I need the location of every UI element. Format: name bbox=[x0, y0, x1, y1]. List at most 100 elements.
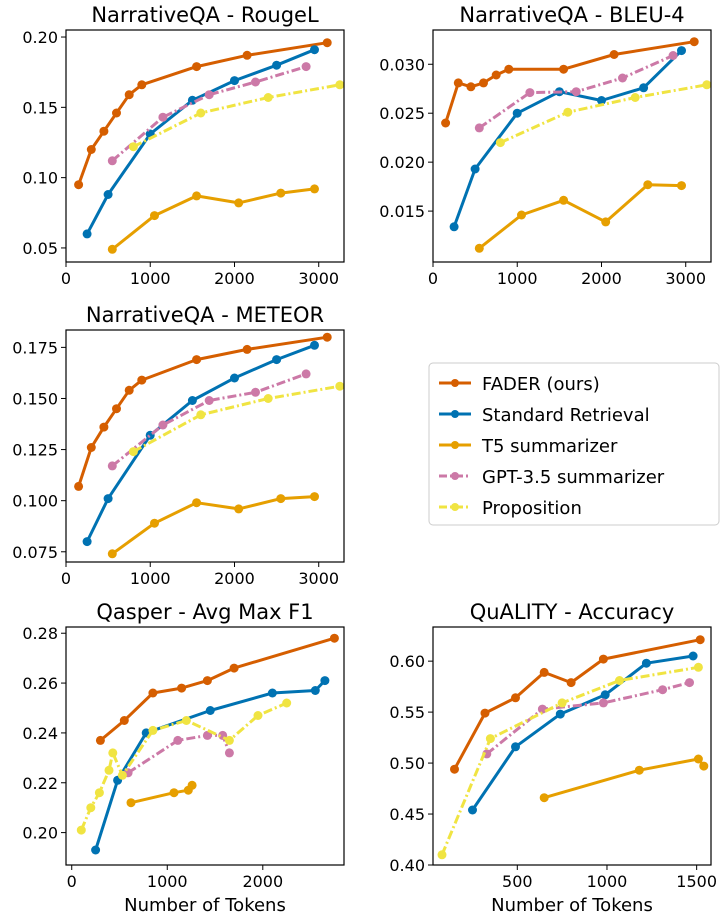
data-point-standard-retrieval bbox=[468, 805, 477, 815]
data-point-proposition bbox=[128, 142, 138, 152]
series-line-t5-summarizer bbox=[111, 495, 315, 556]
data-point-proposition bbox=[253, 711, 263, 720]
data-point-t5-summarizer bbox=[559, 195, 569, 205]
data-point-standard-retrieval bbox=[449, 222, 459, 232]
legend: FADER (ours) Standard Retrieval T5 summa… bbox=[428, 362, 720, 526]
data-point-gpt-3-5-summarizer bbox=[301, 62, 311, 72]
series-t5-summarizer bbox=[107, 184, 319, 254]
axes-frame bbox=[65, 626, 345, 866]
data-point-standard-retrieval bbox=[677, 46, 686, 56]
y-tick-label: 0.075 bbox=[12, 543, 58, 562]
series-line-t5-summarizer bbox=[111, 187, 315, 251]
series-gpt-3-5-summarizer bbox=[107, 369, 311, 471]
legend-label-gpt35-summarizer: GPT-3.5 summarizer bbox=[482, 467, 665, 488]
plot-area bbox=[74, 38, 344, 254]
chart-title: NarrativeQA - BLEU-4 bbox=[459, 3, 684, 27]
data-point-standard-retrieval bbox=[272, 355, 282, 365]
series-fader-ours bbox=[74, 38, 332, 190]
series-line-proposition bbox=[132, 83, 341, 149]
legend-marker-proposition bbox=[451, 503, 459, 511]
data-point-t5-summarizer bbox=[126, 798, 136, 808]
data-point-standard-retrieval bbox=[597, 96, 606, 105]
data-point-proposition bbox=[282, 698, 292, 708]
data-point-gpt-3-5-summarizer bbox=[658, 685, 668, 695]
data-point-gpt-3-5-summarizer bbox=[107, 156, 117, 166]
data-point-proposition bbox=[94, 788, 104, 798]
data-point-t5-summarizer bbox=[107, 244, 117, 254]
data-point-gpt-3-5-summarizer bbox=[668, 51, 678, 60]
data-point-t5-summarizer bbox=[192, 191, 202, 201]
axes-frame bbox=[65, 29, 345, 263]
data-point-standard-retrieval bbox=[103, 494, 113, 504]
data-point-fader-ours bbox=[192, 62, 202, 72]
data-point-gpt-3-5-summarizer bbox=[251, 77, 260, 87]
data-point-t5-summarizer bbox=[150, 211, 159, 221]
plot-area bbox=[441, 37, 711, 253]
data-point-proposition bbox=[108, 748, 118, 758]
data-point-proposition bbox=[224, 735, 234, 745]
data-point-t5-summarizer bbox=[601, 217, 611, 227]
data-point-t5-summarizer bbox=[677, 181, 686, 191]
plot-area bbox=[74, 332, 344, 559]
data-point-standard-retrieval bbox=[641, 658, 651, 668]
data-point-fader-ours bbox=[480, 708, 490, 718]
data-point-gpt-3-5-summarizer bbox=[537, 704, 547, 714]
y-tick-label: 0.10 bbox=[22, 169, 58, 188]
y-tick-label: 0.15 bbox=[22, 98, 58, 117]
data-point-gpt-3-5-summarizer bbox=[204, 90, 214, 100]
data-point-standard-retrieval bbox=[230, 373, 239, 383]
data-point-fader-ours bbox=[95, 735, 105, 745]
data-point-fader-ours bbox=[99, 126, 109, 136]
data-point-t5-summarizer bbox=[474, 243, 484, 253]
x-tick-label: 2000 bbox=[242, 872, 283, 891]
y-tick-label: 0.50 bbox=[389, 754, 425, 773]
legend-item-standard-retrieval: Standard Retrieval bbox=[439, 405, 650, 426]
legend-frame bbox=[428, 362, 720, 526]
data-point-proposition bbox=[563, 107, 573, 117]
legend-marker-standard-retrieval bbox=[451, 410, 459, 418]
data-point-gpt-3-5-summarizer bbox=[598, 698, 608, 708]
data-point-t5-summarizer bbox=[234, 198, 244, 208]
data-point-fader-ours bbox=[695, 635, 705, 645]
data-point-gpt-3-5-summarizer bbox=[173, 735, 183, 745]
y-tick-label: 0.05 bbox=[22, 239, 58, 258]
data-point-t5-summarizer bbox=[169, 788, 179, 798]
series-gpt-3-5-summarizer bbox=[107, 62, 311, 166]
data-point-fader-ours bbox=[124, 385, 134, 395]
data-point-fader-ours bbox=[322, 38, 332, 48]
data-point-gpt-3-5-summarizer bbox=[158, 420, 168, 430]
data-point-fader-ours bbox=[99, 422, 109, 432]
data-point-fader-ours bbox=[511, 693, 520, 703]
chart-title: QuALITY - Accuracy bbox=[470, 600, 675, 624]
y-tick-label: 0.26 bbox=[22, 674, 58, 693]
data-point-t5-summarizer bbox=[699, 761, 709, 771]
data-point-fader-ours bbox=[242, 50, 252, 60]
data-point-proposition bbox=[485, 734, 495, 744]
data-point-standard-retrieval bbox=[320, 676, 330, 686]
data-point-standard-retrieval bbox=[310, 45, 319, 55]
y-tick-label: 0.015 bbox=[379, 202, 425, 221]
data-point-standard-retrieval bbox=[555, 709, 565, 719]
data-point-standard-retrieval bbox=[272, 60, 282, 70]
data-point-gpt-3-5-summarizer bbox=[525, 88, 535, 98]
data-point-standard-retrieval bbox=[639, 83, 649, 93]
data-point-proposition bbox=[557, 698, 567, 708]
y-tick-label: 0.24 bbox=[22, 724, 58, 743]
data-point-fader-ours bbox=[112, 108, 121, 118]
data-point-fader-ours bbox=[148, 688, 158, 698]
series-line-proposition bbox=[440, 665, 699, 856]
chart-title: NarrativeQA - METEOR bbox=[86, 303, 324, 327]
x-tick-label: 1000 bbox=[130, 269, 171, 288]
data-point-t5-summarizer bbox=[539, 793, 549, 803]
data-point-fader-ours bbox=[137, 80, 147, 90]
data-point-proposition bbox=[263, 93, 273, 102]
legend-label-proposition: Proposition bbox=[482, 498, 582, 519]
series-proposition bbox=[128, 80, 344, 152]
data-point-t5-summarizer bbox=[634, 765, 644, 775]
x-tick-label: 500 bbox=[502, 872, 533, 891]
data-point-gpt-3-5-summarizer bbox=[571, 87, 581, 97]
y-tick-label: 0.150 bbox=[12, 389, 58, 408]
axes-frame bbox=[432, 626, 712, 866]
series-line-fader-ours bbox=[99, 636, 335, 742]
